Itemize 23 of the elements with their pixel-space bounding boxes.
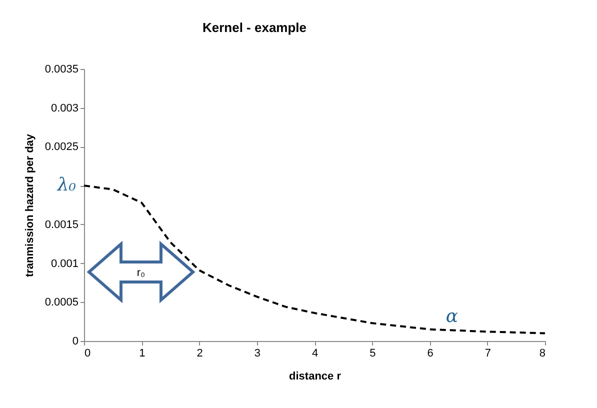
x-tick-label: 4	[312, 348, 318, 360]
x-tick-label: 2	[196, 348, 203, 360]
y-axis-title: tranmission hazard per day	[24, 133, 36, 278]
y-tick-label: 0.0025	[44, 141, 78, 154]
annotation: r₀	[136, 267, 146, 279]
x-tick-label: 3	[254, 348, 260, 360]
x-tick-label: 7	[484, 348, 491, 360]
x-axis-title: distance r	[289, 370, 342, 382]
x-tick-label: 6	[427, 348, 434, 360]
y-tick-label: 0.0015	[44, 218, 78, 231]
annotation: α	[446, 306, 458, 327]
y-tick-label: 0.001	[50, 258, 78, 270]
y-tick-label: 0.003	[50, 102, 78, 114]
chart-title: Kernel - example	[202, 20, 307, 35]
line-series	[83, 184, 546, 334]
y-tick-label: 0.0005	[44, 296, 78, 309]
x-tick-label: 5	[370, 348, 376, 360]
y-tick-label: 0	[72, 336, 78, 348]
annotation: λ₀	[56, 174, 76, 196]
y-tick-label: 0.0035	[44, 64, 78, 76]
x-tick-label: 1	[139, 348, 146, 360]
x-tick-label: 0	[84, 348, 91, 360]
x-tick-label: 8	[539, 348, 546, 360]
